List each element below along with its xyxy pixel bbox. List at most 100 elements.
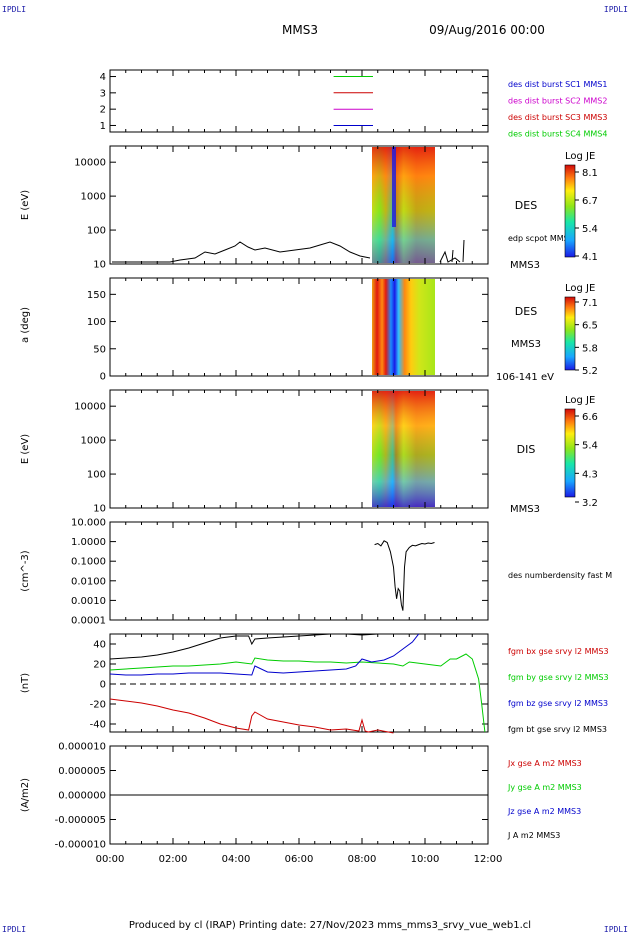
y-tick-label: 0 <box>100 680 106 691</box>
y-axis-label: a (deg) <box>20 307 31 343</box>
y-tick-label: 150 <box>87 290 106 301</box>
panel-frame <box>109 633 489 733</box>
colorbar-tick-label: 6.5 <box>582 321 598 332</box>
colorbar <box>564 164 576 258</box>
legend-entry: des dist burst SC2 MMS2 <box>508 97 607 106</box>
corner-mark-top-left: IPDLI <box>2 5 26 14</box>
y-tick-label: 100 <box>87 470 106 481</box>
x-tick-label: 12:00 <box>474 854 503 865</box>
y-axis-ticks: 10000 1000 100 10 <box>74 390 489 515</box>
corner-mark-top-right: IPDLI <box>604 5 628 14</box>
colorbar-tick-label: 5.8 <box>582 343 598 354</box>
footer-credit: Produced by cl (IRAP) Printing date: 27/… <box>129 920 531 931</box>
y-axis-ticks: 10.000 1.0000 0.1000 0.0100 0.0010 0.0001 <box>71 518 489 627</box>
y-axis-label: (A/m2) <box>20 778 31 812</box>
y-tick-label: 1.0000 <box>71 537 106 548</box>
pitch-spectrogram <box>372 279 435 375</box>
legend-entry: fgm bz gse srvy l2 MMS3 <box>508 699 608 708</box>
panel-current-density: 0.000010 0.000005 0.000000 -0.000005 -0.0000… <box>20 742 582 851</box>
colorbar-title: Log JE <box>565 395 595 406</box>
legend-entry: Jz gse A m2 MMS3 <box>507 807 581 816</box>
y-tick-label: 0.0100 <box>71 576 106 587</box>
y-tick-label: -0.000005 <box>55 815 106 826</box>
colorbar-tick-label: 5.4 <box>582 441 598 452</box>
legend: fgm bx gse srvy l2 MMS3 fgm by gse srvy l… <box>508 647 609 734</box>
y-tick-label: 1000 <box>81 192 106 203</box>
colorbar-tick-label: 5.2 <box>582 366 598 377</box>
spectrogram-dip <box>392 147 396 227</box>
y-tick-label: 100 <box>87 317 106 328</box>
corner-mark-bottom-right: IPDLI <box>604 925 628 934</box>
field-series <box>109 633 486 734</box>
y-tick-label: 10000 <box>74 158 106 169</box>
density-series <box>374 540 435 611</box>
panel-number-density: 10.000 1.0000 0.1000 0.0100 0.0010 0.0001 (cm… <box>20 518 612 627</box>
colorbar-ticks: 6.6 5.4 4.3 3.2 <box>575 412 598 509</box>
legend-entry: fgm bx gse srvy l2 MMS3 <box>508 647 609 656</box>
legend-entry: des dist burst SC3 MMS3 <box>508 113 607 122</box>
legend-entry: Jx gse A m2 MMS3 <box>507 759 582 768</box>
y-tick-label: 0.000000 <box>58 791 106 802</box>
spectrogram-vertical-layer <box>372 147 435 263</box>
colorbar <box>564 296 576 371</box>
colorbar-tick-label: 7.1 <box>582 298 598 309</box>
y-tick-label: 4 <box>100 72 106 83</box>
panel-frame <box>109 521 489 621</box>
y-tick-label: 10.000 <box>71 518 106 529</box>
x-tick-label: 10:00 <box>411 854 440 865</box>
y-tick-label: -20 <box>90 700 106 711</box>
burst-lines <box>333 76 373 126</box>
colorbar-ticks: 7.1 6.5 5.8 5.2 <box>575 298 598 377</box>
field-line <box>109 633 378 660</box>
colorbar-tick-label: 8.1 <box>582 168 598 179</box>
y-axis-ticks: 10000 1000 100 10 <box>74 146 489 271</box>
y-tick-label: 20 <box>93 660 106 671</box>
y-axis-ticks: 150 100 50 0 <box>87 278 489 383</box>
colorbar-tick-label: 4.3 <box>582 469 598 480</box>
header-spacecraft: MMS3 <box>282 23 318 37</box>
legend-entry: fgm by gse srvy l2 MMS3 <box>508 673 609 682</box>
spacecraft-label: MMS3 <box>510 260 540 271</box>
colorbar-tick-label: 5.4 <box>582 224 598 235</box>
x-tick-label: 00:00 <box>96 854 125 865</box>
y-tick-label: 1 <box>100 121 106 132</box>
colorbar-tick-label: 6.7 <box>582 196 598 207</box>
field-line <box>109 633 420 676</box>
y-tick-label: 0 <box>100 372 106 383</box>
scpot-trace-tail <box>439 239 465 263</box>
instrument-label: DES <box>515 199 537 212</box>
x-axis-tick-labels: 00:00 02:00 04:00 06:00 08:00 10:00 12:00 <box>96 854 503 865</box>
legend-entry: des dist burst SC1 MMS1 <box>508 80 607 89</box>
colorbar-ticks: 8.1 6.7 5.4 4.1 <box>575 168 598 263</box>
y-axis-label: (nT) <box>20 673 31 693</box>
x-tick-label: 02:00 <box>159 854 188 865</box>
y-tick-label: 10 <box>93 260 106 271</box>
y-tick-label: 40 <box>93 640 106 651</box>
y-tick-label: 50 <box>93 344 106 355</box>
y-tick-label: 1000 <box>81 436 106 447</box>
panel-frame <box>109 69 489 133</box>
panel-des-energy: 10000 1000 100 10 E (eV) DES edp scpot MMS3… <box>20 145 598 271</box>
y-axis-ticks: 0.000010 0.000005 0.000000 -0.000005 -0.0000… <box>55 742 489 851</box>
y-tick-label: -40 <box>90 720 106 731</box>
panel-dis-energy: 10000 1000 100 10 E (eV) DIS MMS3 Log JE 6.… <box>20 389 598 515</box>
colorbar-title: Log JE <box>565 283 595 294</box>
energy-range-label: 106-141 eV <box>496 372 554 383</box>
panel-des-pitch-angle: 150 100 50 0 a (deg) DES MMS3 106-141 eV Lo… <box>20 277 598 383</box>
density-line <box>374 540 435 611</box>
y-axis-ticks: 40 20 0 -20 -40 <box>90 634 489 732</box>
panel-magnetic-field: 40 20 0 -20 -40 (nT) fgm bx gse srvy l2 MMS3… <box>20 633 609 734</box>
y-tick-label: 0.000010 <box>58 742 106 753</box>
y-tick-label: 10000 <box>74 402 106 413</box>
series-label-density: des numberdensity fast M <box>508 571 612 580</box>
y-axis-ticks: 1 2 3 4 <box>100 70 489 132</box>
field-line <box>109 698 394 734</box>
header-datetime: 09/Aug/2016 00:00 <box>429 23 545 37</box>
legend-entry: fgm bt gse srvy l2 MMS3 <box>508 725 607 734</box>
y-tick-label: 0.000005 <box>58 766 106 777</box>
y-tick-label: 2 <box>100 105 106 116</box>
y-tick-label: 0.0001 <box>71 616 106 627</box>
y-tick-label: 0.0010 <box>71 596 106 607</box>
overlay-label: edp scpot MMS3 <box>508 234 574 243</box>
